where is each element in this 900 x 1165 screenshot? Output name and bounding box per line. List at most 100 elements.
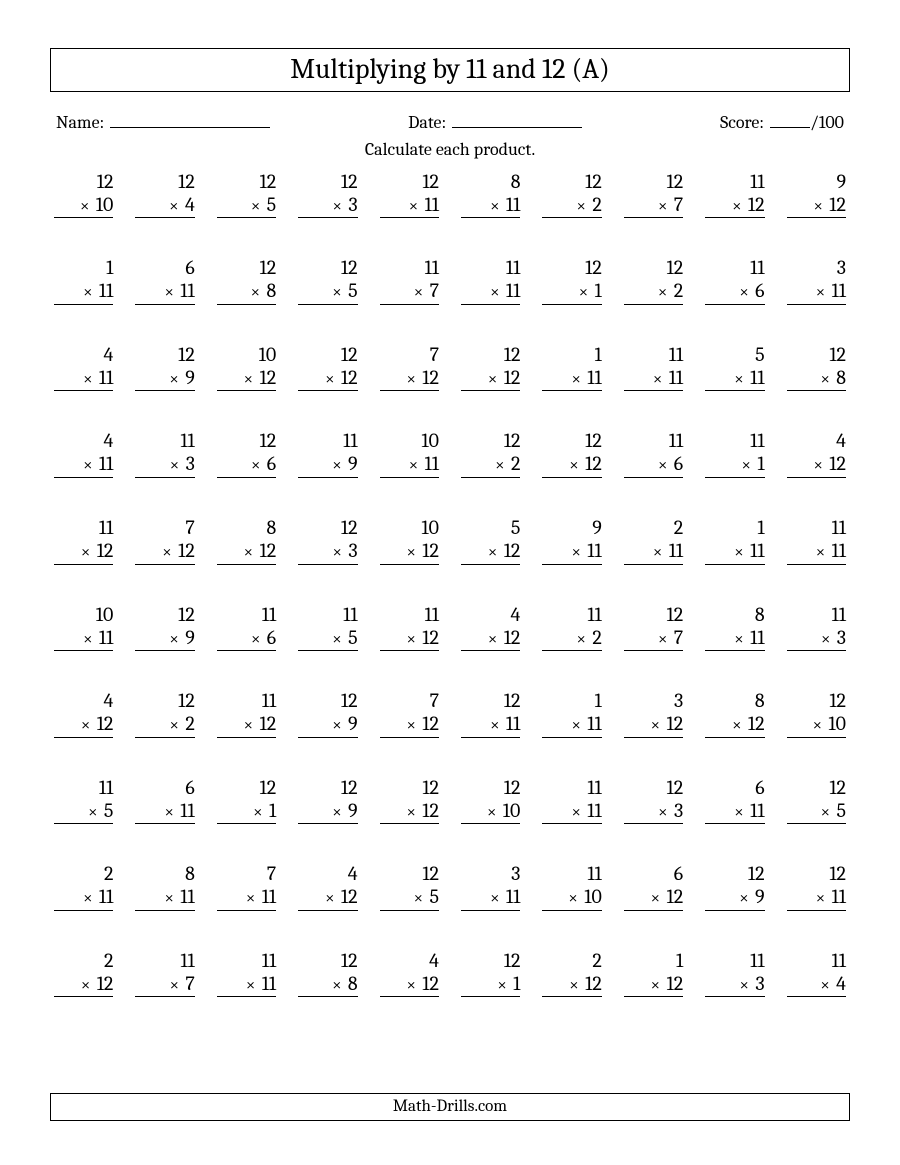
problem: 3× 11 (787, 256, 846, 305)
times-sign: × (658, 456, 669, 475)
problem: 7× 12 (380, 343, 439, 392)
problem: 11× 11 (542, 776, 601, 825)
problem: 9× 11 (542, 516, 601, 565)
multiplier: 12 (255, 712, 276, 735)
times-sign: × (251, 283, 262, 302)
multiplier: 4 (181, 193, 195, 216)
multiplicand: 12 (542, 429, 601, 452)
multiplier-line: × 12 (217, 712, 276, 738)
multiplier-line: × 12 (217, 366, 276, 392)
times-sign: × (734, 803, 745, 822)
multiplicand: 11 (705, 949, 764, 972)
times-sign: × (488, 370, 499, 389)
multiplier-line: × 12 (787, 193, 846, 219)
multiplier-line: × 10 (54, 193, 113, 219)
multiplier: 1 (265, 799, 277, 822)
problem: 12× 11 (461, 689, 520, 738)
times-sign: × (406, 543, 417, 562)
times-sign: × (169, 370, 180, 389)
problem: 12× 4 (135, 170, 194, 219)
multiplier: 11 (95, 885, 114, 908)
problem: 4× 12 (54, 689, 113, 738)
problem: 12× 5 (380, 862, 439, 911)
multiplier-line: × 12 (380, 626, 439, 652)
times-sign: × (579, 283, 590, 302)
multiplicand: 8 (705, 603, 764, 626)
multiplicand: 1 (542, 343, 601, 366)
multiplicand: 10 (380, 429, 439, 452)
multiplier-line: × 12 (298, 885, 357, 911)
multiplicand: 12 (54, 170, 113, 193)
multiplier: 11 (746, 366, 765, 389)
problem: 12× 3 (298, 170, 357, 219)
date-blank[interactable] (452, 108, 582, 128)
times-sign: × (658, 283, 669, 302)
multiplicand: 10 (217, 343, 276, 366)
multiplicand: 4 (54, 343, 113, 366)
multiplier: 5 (262, 193, 276, 216)
multiplier-line: × 2 (135, 712, 194, 738)
problem: 11× 12 (54, 516, 113, 565)
times-sign: × (739, 283, 750, 302)
multiplier: 12 (337, 885, 358, 908)
multiplicand: 8 (217, 516, 276, 539)
multiplier: 11 (257, 972, 276, 995)
problem: 11× 2 (542, 603, 601, 652)
multiplier: 11 (583, 799, 602, 822)
problem: 8× 11 (705, 603, 764, 652)
problem: 1× 11 (542, 689, 601, 738)
times-sign: × (246, 976, 257, 995)
multiplicand: 11 (54, 776, 113, 799)
multiplier: 2 (507, 452, 521, 475)
multiplier-line: × 12 (624, 885, 683, 911)
worksheet-page: Multiplying by 11 and 12 (A) Name: Date:… (0, 0, 900, 1165)
multiplier: 9 (344, 712, 358, 735)
problem: 12× 1 (217, 776, 276, 825)
name-blank[interactable] (110, 108, 270, 128)
problem: 11× 7 (380, 256, 439, 305)
multiplier-line: × 11 (217, 972, 276, 998)
multiplier: 11 (176, 279, 195, 302)
multiplicand: 12 (217, 256, 276, 279)
times-sign: × (816, 283, 827, 302)
multiplicand: 11 (461, 256, 520, 279)
multiplier: 2 (669, 279, 683, 302)
multiplier: 12 (499, 626, 520, 649)
multiplier-line: × 10 (542, 885, 601, 911)
multiplier: 12 (92, 539, 113, 562)
multiplicand: 12 (461, 689, 520, 712)
multiplier-line: × 11 (461, 712, 520, 738)
score-blank[interactable] (770, 108, 810, 128)
multiplier-line: × 1 (705, 452, 764, 478)
multiplier: 11 (664, 366, 683, 389)
multiplier-line: × 11 (705, 626, 764, 652)
multiplier-line: × 11 (542, 799, 601, 825)
multiplicand: 11 (787, 949, 846, 972)
multiplicand: 12 (217, 776, 276, 799)
multiplier: 12 (418, 366, 439, 389)
multiplier-line: × 11 (705, 366, 764, 392)
problem: 11× 10 (542, 862, 601, 911)
multiplier-line: × 5 (298, 279, 357, 305)
times-sign: × (164, 283, 175, 302)
times-sign: × (732, 197, 743, 216)
multiplier-line: × 12 (54, 972, 113, 998)
problem: 10× 11 (54, 603, 113, 652)
times-sign: × (497, 976, 508, 995)
problem: 11× 4 (787, 949, 846, 998)
multiplicand: 7 (217, 862, 276, 885)
multiplier: 3 (670, 799, 684, 822)
multiplier: 11 (176, 885, 195, 908)
multiplicand: 11 (542, 862, 601, 885)
multiplier-line: × 3 (298, 193, 357, 219)
times-sign: × (571, 716, 582, 735)
multiplier-line: × 6 (217, 626, 276, 652)
times-sign: × (653, 543, 664, 562)
multiplier: 10 (91, 193, 113, 216)
page-title: Multiplying by 11 and 12 (A) (50, 48, 850, 92)
multiplier-line: × 12 (705, 193, 764, 219)
multiplier: 12 (418, 972, 439, 995)
multiplicand: 1 (54, 256, 113, 279)
multiplier-line: × 11 (135, 799, 194, 825)
info-row: Name: Date: Score: /100 (50, 108, 850, 133)
